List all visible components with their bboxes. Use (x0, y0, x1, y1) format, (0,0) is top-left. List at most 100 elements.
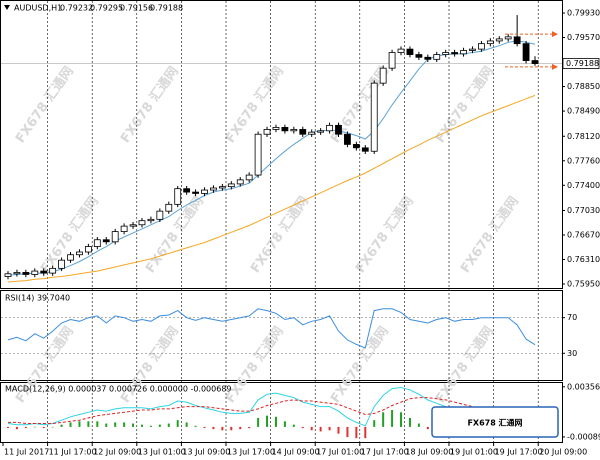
candle-body (22, 272, 30, 275)
x-tick-label: 13 Jul 17:00 (227, 448, 275, 457)
histogram-bar (149, 425, 152, 427)
main-pane-frame (0, 0, 563, 289)
candle-body (111, 231, 119, 243)
candle-body (486, 40, 494, 45)
histogram-bar (194, 425, 197, 427)
candle-body (531, 60, 539, 64)
histogram-bar (274, 416, 277, 427)
histogram-bar (337, 426, 340, 434)
y-tick-label: 0.77760 (567, 156, 600, 165)
x-tick-label: 11 Jul 17:00 (49, 448, 97, 457)
candle-body (84, 246, 92, 253)
histogram-bar (239, 426, 242, 430)
candle-body (352, 144, 360, 149)
candle-body (379, 67, 387, 84)
x-tick-label: 13 Jul 01:00 (138, 448, 186, 457)
x-tick-label: 17 Jul 01:00 (316, 448, 364, 457)
logo: FX678 汇通网 (467, 418, 522, 428)
histogram-bar (176, 420, 179, 427)
histogram-bar (42, 426, 45, 429)
y-tick-label: 0.78850 (567, 82, 600, 91)
y-tick-label: 0.78490 (567, 107, 600, 116)
histogram-bar (328, 426, 331, 431)
histogram-bar (364, 426, 367, 439)
candle-body (361, 147, 369, 152)
candle-body (138, 220, 146, 226)
y-tick-label: 0.76670 (567, 230, 600, 239)
histogram-bar (212, 426, 215, 430)
candle-body (513, 36, 521, 45)
ohlc-value: 0.79156 (120, 4, 153, 13)
histogram-bar (221, 426, 224, 431)
histogram-bar (51, 426, 54, 428)
histogram-bar (185, 422, 188, 427)
candle-body (433, 54, 441, 60)
candle-body (335, 124, 342, 135)
histogram-bar (33, 426, 36, 428)
histogram-bar (417, 423, 420, 427)
ohlc-value: 0.79295 (90, 4, 123, 13)
candle-body (93, 239, 101, 247)
candle-body (478, 43, 485, 50)
histogram-bar (310, 426, 313, 431)
histogram-bar (283, 421, 286, 427)
candle-body (326, 124, 333, 132)
x-tick-label: 18 Jul 09:00 (405, 448, 453, 457)
logo-box (431, 406, 559, 438)
signal-line (8, 397, 536, 424)
x-tick-label: 14 Jul 09:00 (272, 448, 320, 457)
indicator-label: RSI(14) 39.7040 (5, 294, 70, 303)
y-tick-label: 0.78120 (567, 132, 600, 141)
candle-body (165, 203, 173, 212)
histogram-bar (15, 426, 18, 430)
ohlc-value: 0.79188 (150, 4, 183, 13)
rsi-pane-frame (0, 290, 563, 381)
histogram-bar (391, 410, 394, 427)
candle-body (4, 273, 12, 277)
candle-body (210, 187, 217, 191)
candle-body (58, 259, 65, 269)
histogram-bar (292, 424, 295, 427)
candle-body (76, 251, 83, 256)
candle-body (174, 188, 182, 205)
candle-body (40, 270, 48, 274)
candle-body (504, 36, 512, 40)
candle-body (156, 210, 164, 220)
candle-body (218, 186, 226, 189)
candle-body (272, 127, 280, 130)
histogram-bar (266, 415, 269, 427)
y-tick-label: 0.75950 (567, 280, 600, 289)
header-icon (4, 5, 10, 10)
candle-body (254, 133, 262, 176)
histogram-bar (60, 424, 63, 427)
y-tick-label: 0.003562 (567, 382, 600, 391)
candle-body (415, 54, 423, 58)
candle-body (120, 225, 128, 232)
histogram-bar (123, 422, 126, 427)
y-tick-label: 30 (567, 349, 577, 358)
histogram-bar (400, 412, 403, 427)
candle-body (192, 191, 199, 194)
y-tick-label: -0.000892 (567, 432, 600, 441)
histogram-bar (230, 426, 233, 431)
rsi-line (7, 308, 536, 349)
histogram-bar (426, 426, 429, 430)
histogram-bar (257, 417, 260, 427)
candle-body (388, 52, 396, 69)
histogram-bar (248, 426, 251, 429)
candle-body (442, 52, 450, 55)
histogram-bar (105, 423, 108, 427)
x-tick-label: 19 Jul 17:00 (495, 448, 543, 457)
candle-body (495, 38, 503, 42)
candle-body (424, 56, 432, 60)
y-tick-label: 0.77400 (567, 181, 600, 190)
histogram-bar (382, 412, 385, 427)
x-tick-label: 19 Jul 01:00 (450, 448, 498, 457)
candle-body (147, 218, 155, 222)
histogram-bar (78, 421, 81, 427)
x-tick-label: 11 Jul 2017 (4, 448, 49, 457)
histogram-bar (114, 422, 117, 427)
candle-body (522, 43, 530, 61)
